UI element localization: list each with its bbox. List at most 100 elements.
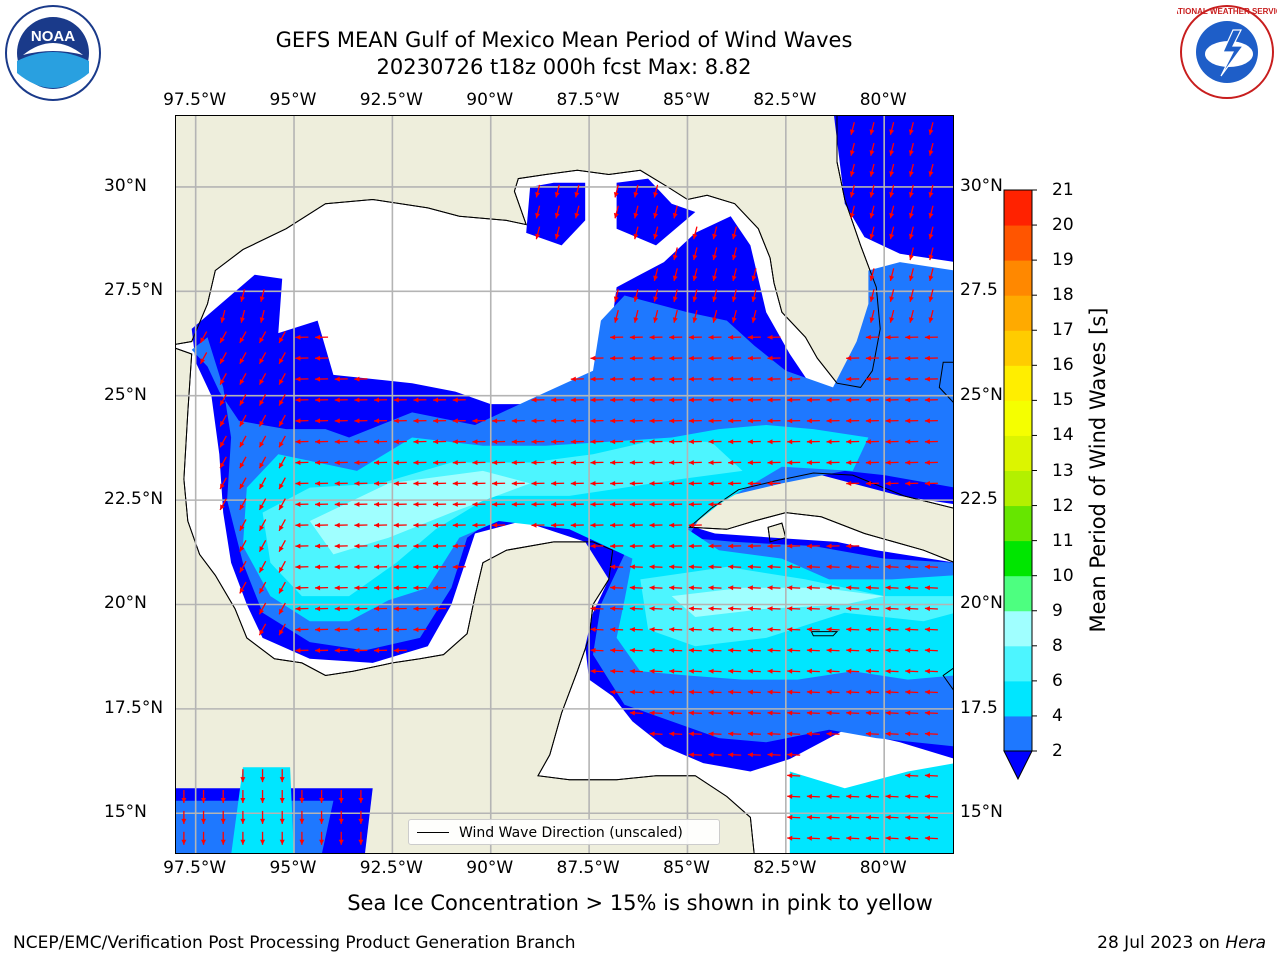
wave-direction-arrowhead bbox=[374, 439, 380, 445]
wave-direction-arrowhead bbox=[374, 522, 380, 528]
wave-direction-arrowhead bbox=[846, 543, 852, 549]
wave-direction-arrowhead bbox=[747, 355, 753, 361]
wave-direction-arrowhead bbox=[924, 564, 931, 570]
wave-direction-arrowhead bbox=[610, 626, 616, 632]
wave-direction-arrowhead bbox=[299, 818, 305, 824]
lon-tick-top: 90°W bbox=[466, 90, 514, 110]
wave-direction-arrowhead bbox=[826, 647, 832, 653]
wave-direction-arrowhead bbox=[239, 358, 245, 364]
wave-direction-arrowhead bbox=[905, 418, 911, 424]
wave-direction-arrowhead bbox=[787, 439, 793, 445]
wave-direction-arrowhead bbox=[747, 418, 753, 424]
wave-direction-arrowhead bbox=[334, 376, 340, 382]
wave-direction-arrowhead bbox=[885, 689, 891, 695]
wave-direction-arrowhead bbox=[535, 212, 541, 219]
lon-tick-bottom: 82.5°W bbox=[753, 858, 817, 878]
wave-direction-arrowhead bbox=[315, 606, 321, 612]
footer-date-text: 28 Jul 2023 on bbox=[1097, 933, 1226, 953]
wave-direction-arrowhead bbox=[728, 480, 734, 486]
wave-direction-arrowhead bbox=[354, 501, 360, 507]
wave-direction-arrowhead bbox=[472, 418, 478, 424]
colorbar-tick-label: 10 bbox=[1052, 565, 1074, 586]
colorbar-segment bbox=[1004, 645, 1032, 682]
wave-direction-arrowhead bbox=[908, 129, 914, 135]
wave-direction-arrowhead bbox=[554, 233, 560, 240]
wave-direction-arrowhead bbox=[905, 731, 911, 737]
wave-direction-arrowhead bbox=[869, 212, 875, 219]
wave-direction-arrowhead bbox=[787, 793, 793, 799]
lon-tick-top: 82.5°W bbox=[753, 90, 817, 110]
wave-direction-arrowhead bbox=[924, 606, 931, 612]
wave-direction-arrowhead bbox=[928, 317, 934, 323]
wave-direction-arrowhead bbox=[826, 793, 832, 799]
wave-direction-arrowhead bbox=[747, 710, 753, 716]
wave-direction-arrowhead bbox=[885, 397, 891, 403]
wave-direction-arrowhead bbox=[220, 358, 225, 364]
wave-direction-arrowhead bbox=[315, 480, 321, 486]
wave-direction-arrowhead bbox=[924, 647, 931, 653]
wave-direction-arrowhead bbox=[279, 462, 284, 469]
wave-direction-arrowhead bbox=[334, 501, 340, 507]
wave-direction-arrowhead bbox=[531, 501, 537, 507]
wave-direction-arrowhead bbox=[354, 543, 360, 549]
wave-direction-arrowhead bbox=[905, 439, 911, 445]
wave-direction-arrowhead bbox=[259, 296, 265, 302]
colorbar-segment bbox=[1004, 400, 1032, 436]
wave-direction-arrowhead bbox=[846, 397, 852, 403]
wave-direction-arrowhead bbox=[669, 334, 675, 340]
wave-direction-arrowhead bbox=[787, 835, 793, 841]
lon-tick-top: 92.5°W bbox=[359, 90, 423, 110]
wave-direction-arrowhead bbox=[669, 543, 675, 549]
wave-direction-arrowhead bbox=[908, 254, 914, 261]
wave-direction-arrowhead bbox=[295, 376, 301, 382]
wave-direction-arrowhead bbox=[767, 439, 773, 445]
wave-direction-arrowhead bbox=[334, 585, 340, 591]
wave-direction-arrowhead bbox=[239, 504, 245, 510]
wave-direction-arrowhead bbox=[747, 564, 753, 570]
colorbar-tick-label: 14 bbox=[1052, 425, 1074, 446]
wave-direction-arrowhead bbox=[708, 731, 714, 737]
wave-direction-arrowhead bbox=[846, 668, 852, 674]
coastline bbox=[688, 472, 953, 563]
wave-direction-arrowhead bbox=[806, 439, 812, 445]
wave-direction-arrowhead bbox=[905, 710, 911, 716]
wave-direction-arrowhead bbox=[905, 814, 911, 820]
colorbar-segment bbox=[1004, 435, 1032, 471]
wave-direction-arrowhead bbox=[767, 585, 773, 591]
wave-direction-arrowhead bbox=[239, 441, 245, 448]
wave-direction-arrowhead bbox=[708, 480, 714, 486]
wave-direction-arrowhead bbox=[374, 460, 380, 466]
wave-direction-arrowhead bbox=[767, 355, 773, 361]
wave-direction-arrowhead bbox=[610, 564, 616, 570]
lat-tick-right: 25°N bbox=[960, 384, 1003, 405]
lon-tick-bottom: 90°W bbox=[466, 858, 514, 878]
wave-direction-arrowhead bbox=[728, 626, 734, 632]
wave-direction-arrowhead bbox=[315, 501, 321, 507]
wave-direction-arrowhead bbox=[787, 689, 793, 695]
wave-direction-arrowhead bbox=[629, 501, 635, 507]
wave-direction-arrowhead bbox=[787, 585, 793, 591]
wave-direction-arrowhead bbox=[452, 439, 458, 445]
wave-direction-arrowhead bbox=[767, 668, 773, 674]
wave-direction-arrowhead bbox=[590, 626, 596, 632]
wave-direction-arrowhead bbox=[295, 543, 301, 549]
wave-direction-arrowhead bbox=[610, 439, 616, 445]
wave-direction-arrowhead bbox=[492, 460, 498, 466]
wave-direction-arrowhead bbox=[260, 777, 266, 783]
wave-direction-arrowhead bbox=[806, 418, 812, 424]
wave-direction-arrowhead bbox=[905, 564, 911, 570]
wave-direction-arrowhead bbox=[924, 585, 931, 591]
wave-direction-arrowhead bbox=[279, 546, 284, 552]
wave-direction-arrowhead bbox=[865, 626, 872, 632]
wave-direction-arrowhead bbox=[672, 254, 678, 261]
wave-direction-arrowhead bbox=[846, 689, 852, 695]
wave-direction-arrowhead bbox=[905, 606, 911, 612]
wave-direction-arrowhead bbox=[511, 460, 517, 466]
wave-period-band bbox=[262, 441, 743, 597]
wave-direction-arrowhead bbox=[669, 480, 675, 486]
colorbar-tick-label: 2 bbox=[1052, 741, 1063, 761]
wave-direction-arrowhead bbox=[806, 397, 812, 403]
wave-direction-arrowhead bbox=[865, 480, 871, 486]
wave-direction-arrowhead bbox=[649, 501, 655, 507]
wave-direction-arrowhead bbox=[905, 376, 911, 382]
